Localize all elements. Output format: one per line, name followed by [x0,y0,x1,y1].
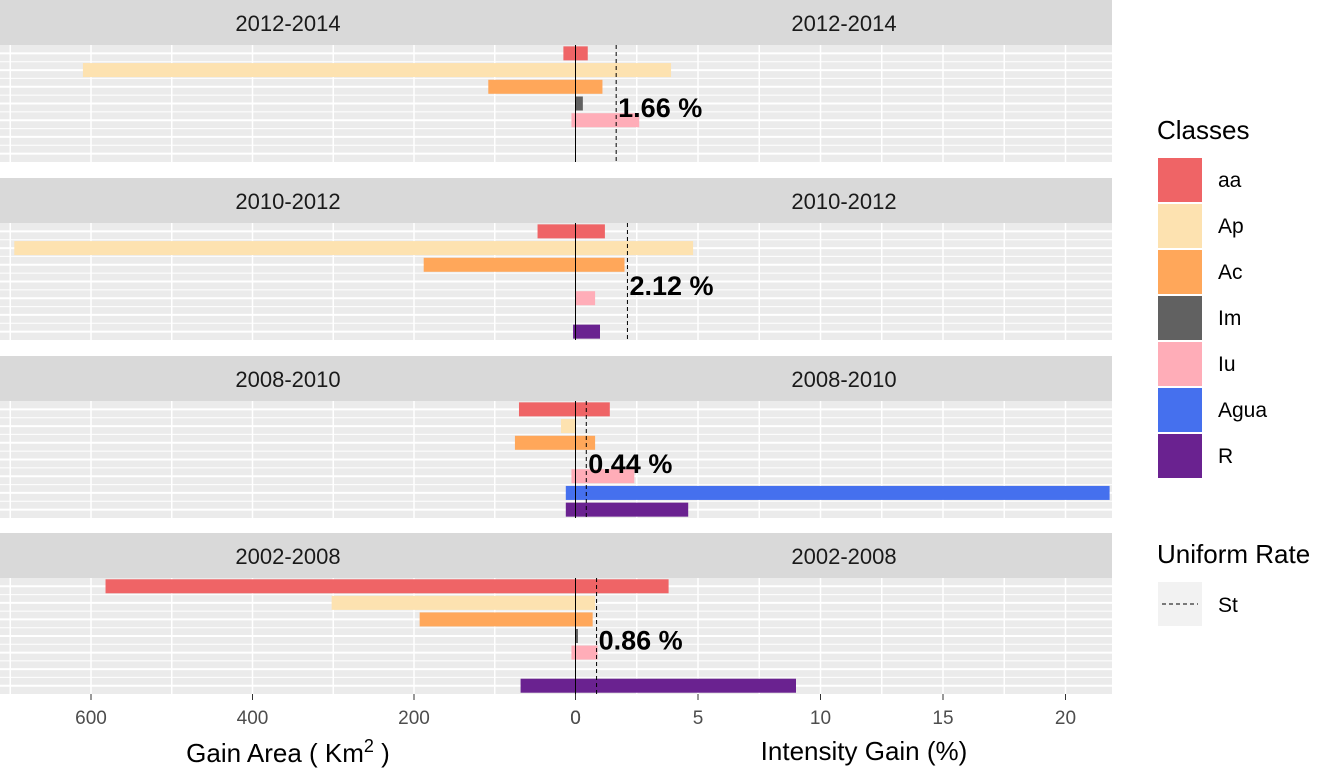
x-tick-label-left: 600 [75,708,107,729]
facet-strip-label-right: 2008-2010 [791,367,896,392]
legend: Classes aa Ap Ac Im Iu Agua R Uniform Rate St [1157,115,1310,626]
facet-strip-label-left: 2010-2012 [235,189,340,214]
bar-area-Ac [419,612,576,627]
legend-key-aa [1158,158,1202,202]
bar-intensity-Ac [575,79,603,94]
bar-intensity-aa [575,402,610,417]
bar-intensity-Ap [575,63,672,78]
x-axis-title-left-main: Gain Area ( Km [186,738,364,768]
legend-label-Ac: Ac [1218,261,1243,284]
x-axis-title-left: Gain Area ( Km2 ) [186,736,390,768]
legend-label-R: R [1218,445,1233,468]
bar-intensity-Iu [575,469,635,484]
x-axis-title-left-end: ) [374,738,390,768]
x-axis-title-right: Intensity Gain (%) [761,736,968,766]
bar-area-Ap [82,63,576,78]
bar-area-Ac [514,435,576,450]
bar-area-Agua [565,485,576,500]
x-tick-label-left: 400 [237,708,269,729]
bar-area-Ap [560,419,576,434]
facet-panel: 0.86 % 2002-2008 2002-2008 [0,533,1112,694]
bar-intensity-Ap [575,595,596,610]
facet-strip-label-right: 2002-2008 [791,544,896,569]
uniform-rate-label: 0.86 % [599,625,683,655]
legend-key-Ac [1158,250,1202,294]
facet-strip-label-right: 2010-2012 [791,189,896,214]
bar-area-Ap [331,595,576,610]
facet-strip [0,356,1112,401]
legend-label-st: St [1218,594,1238,617]
bar-intensity-R [575,678,796,693]
facet-strip [0,533,1112,578]
legend-title-classes: Classes [1157,115,1249,145]
x-tick-label-left: 0 [570,708,581,729]
bar-intensity-Ap [575,241,694,256]
bar-intensity-Agua [575,485,1110,500]
bar-intensity-Iu [575,113,640,128]
bar-area-Iu [571,469,576,484]
legend-key-Ap [1158,204,1202,248]
uniform-rate-label: 1.66 % [618,93,702,123]
bar-intensity-R [575,324,600,339]
facet-strip-label-left: 2002-2008 [235,544,340,569]
facet-strip-label-left: 2008-2010 [235,367,340,392]
facet-panel: 1.66 % 2012-2014 2012-2014 [0,0,1112,162]
legend-key-Im [1158,296,1202,340]
legend-label-aa: aa [1218,169,1242,192]
bar-intensity-Ac [575,257,625,272]
legend-key-Iu [1158,342,1202,386]
bar-area-R [520,678,576,693]
bar-intensity-Im [575,96,583,111]
uniform-rate-label: 0.44 % [588,449,672,479]
facet-strip-label-left: 2012-2014 [235,11,340,36]
bar-area-Iu [571,645,576,660]
bar-intensity-Ac [575,435,596,450]
bar-intensity-aa [575,46,588,61]
x-tick-label-right: 10 [810,708,831,729]
bar-area-Iu [571,113,576,128]
legend-label-Im: Im [1218,307,1241,330]
bar-area-R [565,502,576,517]
bar-area-Ac [488,79,576,94]
facet-panel: 2.12 % 2010-2012 2010-2012 [0,178,1112,340]
legend-key-Agua [1158,388,1202,432]
legend-label-Agua: Agua [1218,399,1267,422]
bar-area-Ap [14,241,576,256]
bar-intensity-aa [575,579,669,594]
bar-area-R [573,324,576,339]
facet-strip-label-right: 2012-2014 [791,11,896,36]
bar-intensity-Iu [575,291,596,306]
bar-area-aa [105,579,576,594]
legend-label-Ap: Ap [1218,215,1244,238]
bar-area-aa [563,46,576,61]
legend-label-Iu: Iu [1218,353,1236,376]
x-tick-label-right: 5 [693,708,704,729]
facet-strip [0,178,1112,223]
bar-area-aa [537,224,576,239]
x-tick-label-right: 15 [932,708,953,729]
facet-panel: 0.44 % 2008-2010 2008-2010 [0,356,1112,518]
x-tick-label-left: 200 [398,708,430,729]
bar-area-aa [518,402,576,417]
bar-area-Ac [423,257,576,272]
legend-key-R [1158,434,1202,478]
bar-intensity-Iu [575,645,598,660]
uniform-rate-label: 2.12 % [629,271,713,301]
x-tick-label-right: 0 [570,708,581,729]
bar-intensity-aa [575,224,605,239]
x-tick-label-right: 20 [1055,708,1076,729]
legend-title-uniform-rate: Uniform Rate [1157,539,1310,569]
bar-intensity-R [575,502,689,517]
x-axis-title-left-sup: 2 [364,736,374,756]
facet-strip [0,0,1112,45]
bar-intensity-Ac [575,612,593,627]
bar-intensity-Im [575,629,578,643]
